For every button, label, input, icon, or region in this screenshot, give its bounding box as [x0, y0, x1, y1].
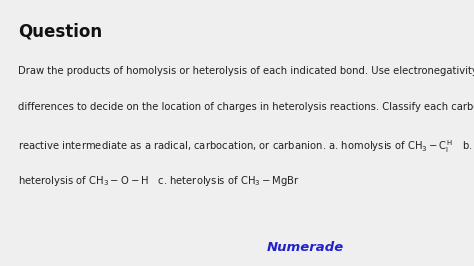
Text: Numerade: Numerade	[267, 241, 344, 254]
Text: Draw the products of homolysis or heterolysis of each indicated bond. Use electr: Draw the products of homolysis or hetero…	[18, 66, 474, 76]
Text: differences to decide on the location of charges in heterolysis reactions. Class: differences to decide on the location of…	[18, 102, 474, 112]
Text: Question: Question	[18, 22, 102, 40]
Text: heterolysis of $\mathrm{CH_3-O-H}$   c. heterolysis of $\mathrm{CH_3-MgBr}$: heterolysis of $\mathrm{CH_3-O-H}$ c. he…	[18, 174, 300, 188]
Text: reactive intermediate as a radical, carbocation, or carbanion. a. homolysis of $: reactive intermediate as a radical, carb…	[18, 138, 473, 155]
